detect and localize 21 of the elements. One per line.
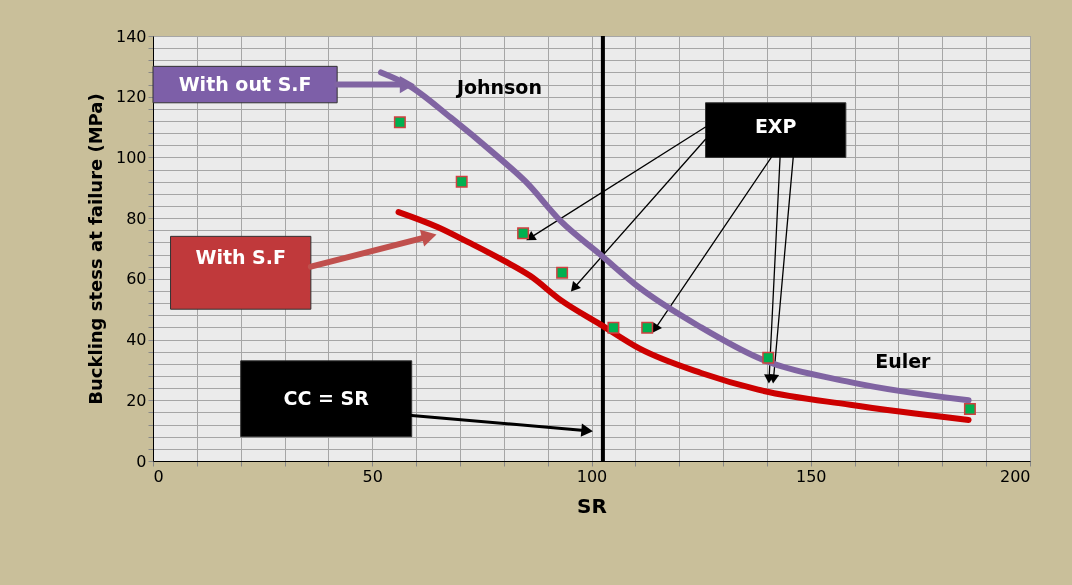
y-tick-label: 80 (126, 208, 147, 228)
annotation: With S.F (195, 245, 286, 268)
y-tick-label: 120 (115, 87, 147, 107)
annotation: EXP (754, 115, 797, 138)
y-tick-label: 40 (126, 330, 147, 350)
x-tick-label: 0 (153, 466, 164, 486)
y-tick-label: 100 (115, 147, 147, 167)
annotation: With out S.F (178, 72, 312, 95)
annotation: CC = SR (283, 386, 370, 409)
y-tick-label: 20 (126, 390, 147, 410)
y-tick-label: 140 (115, 26, 147, 46)
annotation: Johnson (454, 75, 542, 98)
annotation: Euler (875, 350, 932, 373)
x-tick-label: 200 (999, 466, 1031, 486)
x-axis-title: SR (577, 493, 607, 518)
y-tick-label: 60 (126, 269, 147, 289)
y-axis-title: Buckling stess at failure (MPa) (84, 93, 106, 405)
y-tick-label: 0 (136, 451, 147, 471)
x-tick-label: 50 (362, 466, 383, 486)
x-tick-label: 100 (576, 466, 608, 486)
x-tick-label: 150 (795, 466, 827, 486)
